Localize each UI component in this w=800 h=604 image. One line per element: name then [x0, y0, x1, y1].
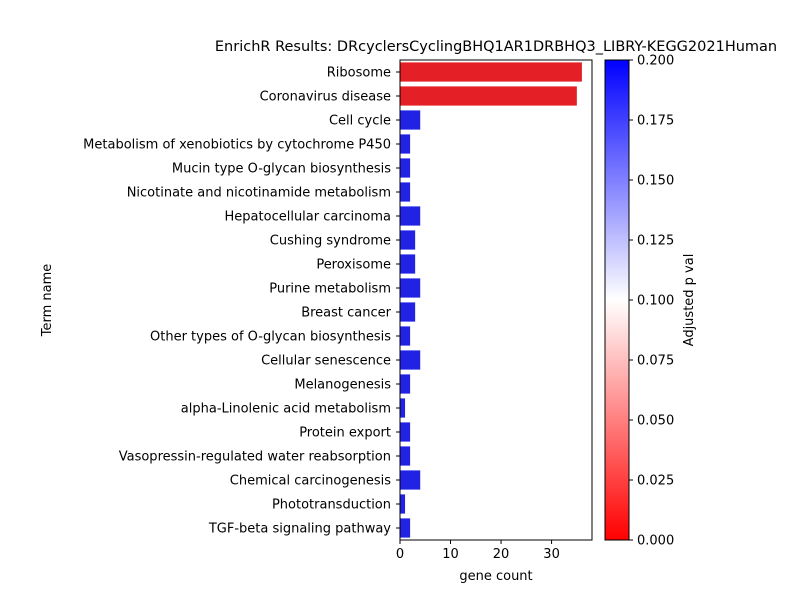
bar-10	[400, 278, 421, 298]
y-tick-label: Purine metabolism	[269, 282, 391, 297]
bar-2	[400, 86, 577, 106]
bar-4	[400, 134, 411, 154]
y-tick-label: TGF-beta signaling pathway	[208, 522, 391, 537]
bar-12	[400, 326, 411, 346]
colorbar-label: Adjusted p val	[682, 254, 697, 347]
x-tick-label: 20	[493, 547, 510, 562]
x-tick-labels: 0 10 20 30	[396, 540, 560, 562]
y-tick-label: Metabolism of xenobiotics by cytochrome …	[83, 138, 391, 153]
bars-layer	[400, 62, 582, 538]
y-tick-label: Breast cancer	[301, 306, 391, 321]
y-tick-label: Chemical carcinogenesis	[230, 474, 391, 489]
bar-3	[400, 110, 421, 130]
y-tick-label: Protein export	[299, 426, 391, 441]
y-tick-label: Coronavirus disease	[260, 90, 391, 105]
y-tick-label: alpha-Linolenic acid metabolism	[181, 402, 391, 417]
y-tick-label: Phototransduction	[272, 498, 391, 513]
x-tick-label: 0	[396, 547, 404, 562]
chart-title: EnrichR Results: DRcyclersCyclingBHQ1AR1…	[215, 39, 777, 55]
bar-13	[400, 350, 421, 370]
y-tick-label: Other types of O-glycan biosynthesis	[150, 330, 391, 345]
colorbar-tick-label: 0.125	[637, 234, 674, 249]
y-tick-label: Cell cycle	[329, 114, 391, 129]
y-tick-label: Peroxisome	[316, 258, 391, 273]
colorbar-tick-label: 0.100	[637, 294, 674, 309]
x-axis-label: gene count	[459, 569, 532, 584]
bar-17	[400, 446, 411, 466]
bar-8	[400, 230, 416, 250]
colorbar	[604, 59, 630, 541]
bar-15	[400, 398, 406, 418]
y-tick-labels: Ribosome Coronavirus disease Cell cycle Met…	[83, 66, 400, 537]
bar-19	[400, 494, 406, 514]
y-tick-label: Vasopressin-regulated water reabsorption	[119, 450, 391, 465]
bar-1	[400, 62, 582, 82]
y-tick-label: Cushing syndrome	[270, 234, 391, 249]
colorbar-tick-labels: 0.000 0.025 0.050 0.075 0.100 0.125 0.150 0.175…	[629, 54, 674, 549]
y-tick-label: Ribosome	[327, 66, 391, 81]
bar-9	[400, 254, 416, 274]
bar-16	[400, 422, 411, 442]
colorbar-tick-label: 0.150	[637, 174, 674, 189]
colorbar-tick-label: 0.050	[637, 414, 674, 429]
y-tick-label: Nicotinate and nicotinamide metabolism	[127, 186, 391, 201]
bar-7	[400, 206, 421, 226]
bar-14	[400, 374, 411, 394]
plot-frame	[399, 59, 593, 541]
y-tick-label: Hepatocellular carcinoma	[225, 210, 391, 225]
bar-18	[400, 470, 421, 490]
colorbar-tick-label: 0.200	[637, 54, 674, 69]
bar-20	[400, 518, 411, 538]
colorbar-tick-label: 0.075	[637, 354, 674, 369]
y-axis-label: Term name	[40, 264, 55, 338]
x-tick-label: 30	[543, 547, 560, 562]
y-tick-label: Melanogenesis	[294, 378, 391, 393]
bar-6	[400, 182, 411, 202]
y-tick-label: Cellular senescence	[261, 354, 391, 369]
bar-11	[400, 302, 416, 322]
y-tick-label: Mucin type O-glycan biosynthesis	[172, 162, 391, 177]
colorbar-tick-label: 0.025	[637, 474, 674, 489]
colorbar-tick-label: 0.175	[637, 114, 674, 129]
x-tick-label: 10	[442, 547, 459, 562]
bar-5	[400, 158, 411, 178]
colorbar-tick-label: 0.000	[637, 534, 674, 549]
